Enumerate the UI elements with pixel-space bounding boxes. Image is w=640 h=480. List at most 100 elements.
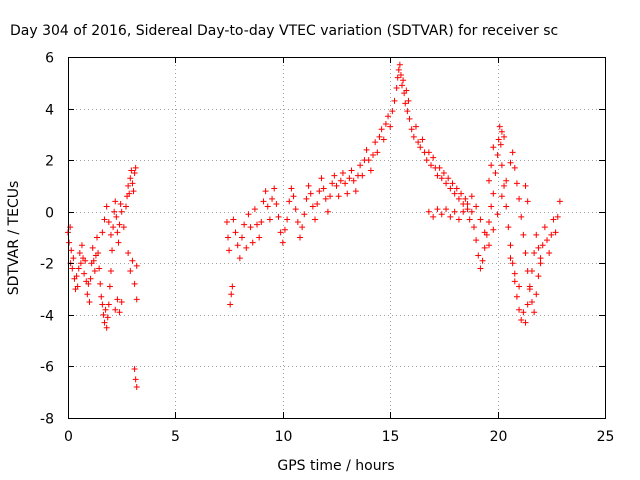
data-point [84, 291, 91, 298]
data-point [100, 311, 107, 318]
y-tick-label: 0 [45, 206, 54, 222]
data-point [105, 301, 112, 308]
data-point [396, 61, 403, 68]
data-point [337, 177, 344, 184]
data-point [75, 265, 82, 272]
data-point [256, 234, 263, 241]
y-tick-label: -6 [40, 360, 54, 376]
data-point [112, 306, 119, 313]
data-point [286, 198, 293, 205]
data-point [126, 190, 133, 197]
data-point [516, 306, 523, 313]
data-point [537, 260, 544, 267]
data-point [82, 257, 89, 264]
data-point [486, 219, 493, 226]
data-point [410, 133, 417, 140]
data-point [400, 77, 407, 84]
data-point [518, 213, 525, 220]
data-point [129, 257, 136, 264]
data-point [550, 216, 557, 223]
data-point [535, 244, 542, 251]
data-point [120, 224, 127, 231]
data-point [391, 97, 398, 104]
data-point [335, 193, 342, 200]
data-point [488, 162, 495, 169]
y-tick-label: -8 [40, 412, 54, 428]
data-point [114, 229, 121, 236]
data-point [234, 242, 241, 249]
data-point [415, 139, 422, 146]
data-point [511, 270, 518, 277]
data-point [236, 255, 243, 262]
data-point [434, 172, 441, 179]
data-point [116, 221, 123, 228]
data-point [490, 144, 497, 151]
data-point [509, 260, 516, 267]
data-point [518, 317, 525, 324]
data-point [511, 278, 518, 285]
data-point [127, 268, 134, 275]
data-point [105, 219, 112, 226]
data-point [93, 234, 100, 241]
data-point [96, 265, 103, 272]
data-point [419, 136, 426, 143]
data-point [492, 170, 499, 177]
data-point [111, 208, 118, 215]
data-point [118, 298, 125, 305]
data-point [430, 213, 437, 220]
data-point [406, 115, 413, 122]
data-point [404, 108, 411, 115]
data-point [86, 298, 93, 305]
data-point [254, 221, 261, 228]
data-point [522, 182, 529, 189]
data-point [531, 249, 538, 256]
data-point [539, 242, 546, 249]
data-point [509, 149, 516, 156]
data-point [399, 82, 406, 89]
data-point [249, 239, 256, 246]
data-point [460, 208, 467, 215]
data-point [258, 219, 265, 226]
data-point [496, 123, 503, 130]
data-point [533, 291, 540, 298]
data-point [127, 175, 134, 182]
data-point [229, 283, 236, 290]
data-point [445, 175, 452, 182]
data-point [320, 185, 327, 192]
data-point [425, 208, 432, 215]
data-point [473, 237, 480, 244]
data-point [376, 133, 383, 140]
data-point [428, 162, 435, 169]
data-point [273, 200, 280, 207]
data-point [393, 84, 400, 91]
data-point [535, 273, 542, 280]
data-point [537, 255, 544, 262]
data-point [107, 231, 114, 238]
data-point [114, 296, 121, 303]
data-point [316, 188, 323, 195]
data-point [352, 188, 359, 195]
data-point [227, 301, 234, 308]
data-point [113, 213, 120, 220]
data-point [131, 280, 138, 287]
data-point [387, 123, 394, 130]
data-point [511, 164, 518, 171]
x-tick-label: 25 [597, 429, 615, 445]
data-point [251, 206, 258, 213]
data-point [443, 180, 450, 187]
data-point [305, 182, 312, 189]
data-point [436, 164, 443, 171]
data-point [554, 213, 561, 220]
x-tick-label: 20 [490, 429, 508, 445]
data-point [260, 198, 267, 205]
data-point [438, 175, 445, 182]
data-point [262, 188, 269, 195]
data-point [524, 268, 531, 275]
data-point [357, 162, 364, 169]
data-point [468, 193, 475, 200]
data-point [464, 206, 471, 213]
data-point [90, 257, 97, 264]
data-point [495, 136, 502, 143]
data-point [245, 211, 252, 218]
data-point [309, 203, 316, 210]
